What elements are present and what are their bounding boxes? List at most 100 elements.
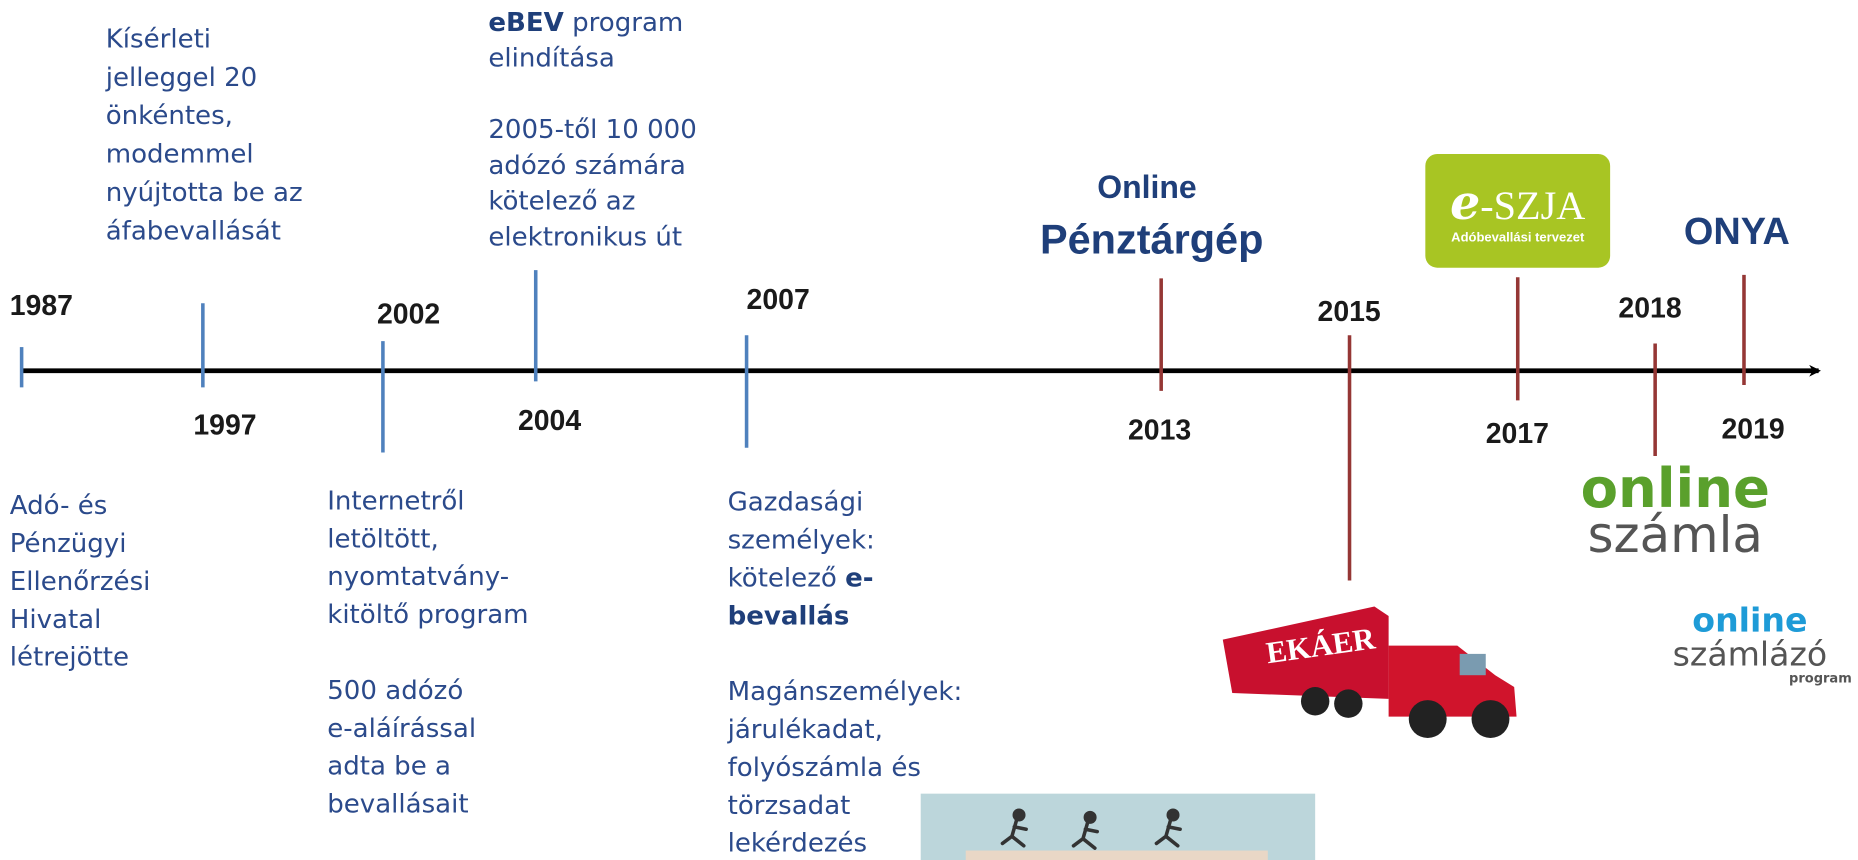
wheel — [1334, 689, 1363, 718]
text-segment: áfabevallását — [106, 216, 281, 246]
text-line: nyújtotta be az — [106, 178, 303, 208]
wheel — [1471, 700, 1510, 738]
text-line: folyószámla és — [728, 753, 921, 783]
wheel — [1300, 687, 1330, 716]
text-line: adta be a — [327, 752, 451, 782]
eszja-logo: e-SZJA Adóbevallási tervezet — [1425, 153, 1611, 268]
text-segment: folyószámla és — [728, 753, 921, 783]
text-line: jelleggel 20 — [105, 63, 258, 93]
text-segment: Internetről — [327, 486, 464, 516]
cab — [1388, 645, 1517, 717]
eszja-title: e-SZJA — [1450, 176, 1585, 231]
text-segment: Kísérleti — [106, 24, 211, 54]
online-szamlazo-bottom: számlázó — [1673, 635, 1828, 674]
text-line: törzsadat — [728, 791, 851, 821]
year-label: 2019 — [1721, 413, 1784, 445]
text-segment: Hivatal — [10, 605, 102, 635]
text-segment: Magánszemélyek: — [728, 677, 963, 707]
runners-image — [920, 793, 1316, 860]
text-segment: adózó számára — [488, 151, 686, 181]
text-segment: Ellenőrzési — [10, 567, 151, 597]
year-label: 2018 — [1618, 292, 1681, 324]
text-line: személyek: — [728, 525, 875, 555]
year-label: 2007 — [747, 284, 810, 316]
online-label: Online — [1097, 169, 1196, 205]
text-line: kötelező az — [488, 187, 635, 217]
text-line: bevallásait — [327, 790, 468, 820]
text-line: kitöltő program — [327, 600, 528, 630]
text-line: Pénzügyi — [10, 529, 127, 559]
text-line: Adó- és — [10, 491, 108, 521]
year-label: 1997 — [193, 410, 256, 442]
text-segment: Adó- és — [10, 491, 108, 521]
text-line: lekérdezés — [728, 829, 868, 859]
text-segment: személyek: — [728, 525, 875, 555]
text-line: önkéntes, — [106, 101, 233, 131]
year-label: 2017 — [1486, 418, 1549, 450]
eszja-subtitle: Adóbevallási tervezet — [1451, 230, 1585, 245]
text-line: letöltött, — [327, 524, 439, 554]
year-label: 2015 — [1318, 296, 1381, 328]
text-line: Magánszemélyek: — [728, 677, 963, 707]
text-segment: létrejötte — [10, 643, 129, 673]
text-line: járulékadat, — [727, 715, 883, 745]
text-segment: adta be a — [327, 752, 451, 782]
text-line: elektronikus út — [488, 222, 682, 252]
wheel — [1408, 700, 1447, 738]
text-segment: önkéntes, — [106, 101, 233, 131]
online-szamlazo-sub: program — [1789, 671, 1852, 686]
text-line: létrejötte — [10, 643, 129, 673]
text-segment: bevallásait — [327, 790, 468, 820]
text-line: e-aláírással — [327, 714, 476, 744]
text-segment: lekérdezés — [728, 829, 868, 859]
online-szamla-top: online — [1581, 456, 1770, 520]
text-segment: letöltött, — [327, 524, 439, 554]
text-line: eBEV program — [488, 8, 683, 38]
truck: EKÁER — [1222, 606, 1517, 738]
online-szamlazo-logo: online számlázó program — [1673, 600, 1852, 686]
online-szamlazo-top: online — [1692, 600, 1807, 639]
text-line: Kísérleti — [106, 24, 211, 54]
text-segment: nyújtotta be az — [106, 178, 303, 208]
text-line: adózó számára — [488, 151, 686, 181]
text-segment: e- — [845, 563, 873, 593]
text-segment: 2005-től 10 000 — [488, 115, 696, 145]
text-segment: jelleggel 20 — [105, 63, 258, 93]
text-segment: bevallás — [728, 601, 850, 631]
text-segment: elindítása — [488, 44, 614, 74]
trailer — [1222, 606, 1389, 699]
text-line: bevallás — [728, 601, 850, 631]
eszja-bg — [1425, 153, 1611, 268]
text-segment: eBEV — [488, 8, 564, 38]
image-bg — [920, 793, 1316, 860]
text-line: Gazdasági — [728, 488, 864, 518]
text-line: modemmel — [106, 140, 254, 170]
text-segment: program — [564, 8, 683, 38]
eszja-szja: -SZJA — [1480, 183, 1585, 228]
text-line: kötelező e- — [728, 563, 874, 593]
text-segment: elektronikus út — [488, 222, 682, 252]
online-szamla-bottom: számla — [1588, 506, 1763, 564]
text-segment: Gazdasági — [728, 488, 864, 518]
text-segment: kötelező az — [488, 187, 635, 217]
online-szamla-logo: online számla — [1581, 456, 1770, 564]
onya-label: ONYA — [1684, 211, 1790, 253]
text-line: Internetről — [327, 486, 464, 516]
text-segment: törzsadat — [728, 791, 851, 821]
text-segment: e-aláírással — [327, 714, 476, 744]
text-line: áfabevallását — [106, 216, 281, 246]
text-line: Ellenőrzési — [10, 567, 151, 597]
year-label: 2004 — [518, 405, 581, 437]
text-line: Hivatal — [10, 605, 102, 635]
image-bar — [965, 850, 1268, 860]
window — [1459, 653, 1486, 676]
text-segment: kötelező — [728, 563, 845, 593]
eszja-e: e — [1450, 176, 1480, 231]
year-label: 1987 — [10, 290, 73, 322]
text-line: nyomtatvány- — [327, 562, 509, 592]
year-label: 2002 — [377, 298, 440, 330]
text-segment: kitöltő program — [327, 600, 528, 630]
text-segment: 500 adózó — [327, 676, 463, 706]
text-segment: Pénzügyi — [10, 529, 127, 559]
